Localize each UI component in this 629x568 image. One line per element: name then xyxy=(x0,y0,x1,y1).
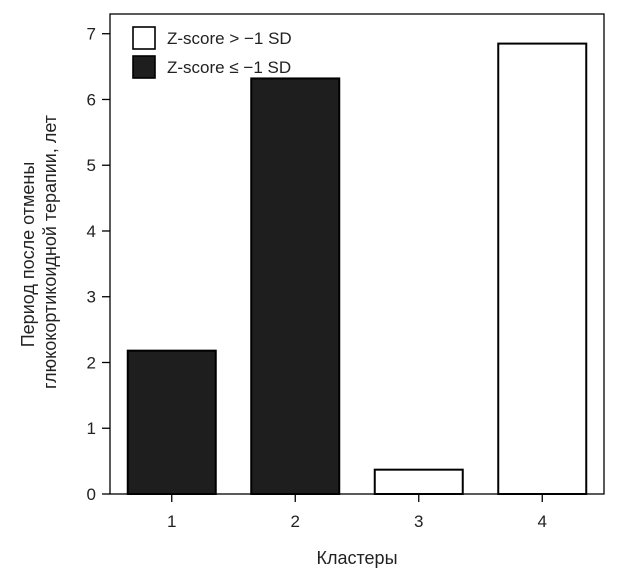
y-tick-label-2: 2 xyxy=(87,353,96,372)
y-tick-label-6: 6 xyxy=(87,90,96,109)
x-tick-label-3: 3 xyxy=(414,512,423,531)
x-tick-label-4: 4 xyxy=(538,512,547,531)
x-axis-ticks: 1 2 3 4 xyxy=(167,494,547,531)
x-tick-label-1: 1 xyxy=(167,512,176,531)
plot-frame xyxy=(109,13,605,495)
bar-cluster-2 xyxy=(250,77,341,495)
legend: Z-score > −1 SD Z-score ≤ −1 SD xyxy=(132,26,292,79)
y-axis-title: Период после отмены глюкокортикоидной те… xyxy=(18,115,60,389)
y-tick-label-3: 3 xyxy=(87,288,96,307)
bar-cluster-1 xyxy=(126,349,217,495)
bar-cluster-4 xyxy=(497,42,588,495)
legend-swatch-below xyxy=(132,55,156,79)
y-tick-label-4: 4 xyxy=(87,222,96,241)
plot-area xyxy=(109,13,605,495)
legend-label-above: Z-score > −1 SD xyxy=(167,29,292,48)
y-tick-label-5: 5 xyxy=(87,156,96,175)
x-tick-label-2: 2 xyxy=(291,512,300,531)
legend-swatch-above xyxy=(132,26,156,50)
y-axis-title-line-2: глюкокортикоидной терапии, лет xyxy=(40,115,60,389)
legend-label-below: Z-score ≤ −1 SD xyxy=(167,58,291,77)
x-axis-title: Кластеры xyxy=(317,548,398,568)
y-tick-label-1: 1 xyxy=(87,419,96,438)
bar-cluster-3 xyxy=(373,468,464,496)
y-axis-ticks: 0 1 2 3 4 5 6 7 xyxy=(87,25,110,504)
bars xyxy=(126,42,588,496)
y-axis-title-line-1: Период после отмены xyxy=(18,162,38,348)
y-tick-label-0: 0 xyxy=(87,485,96,504)
y-tick-label-7: 7 xyxy=(87,25,96,44)
